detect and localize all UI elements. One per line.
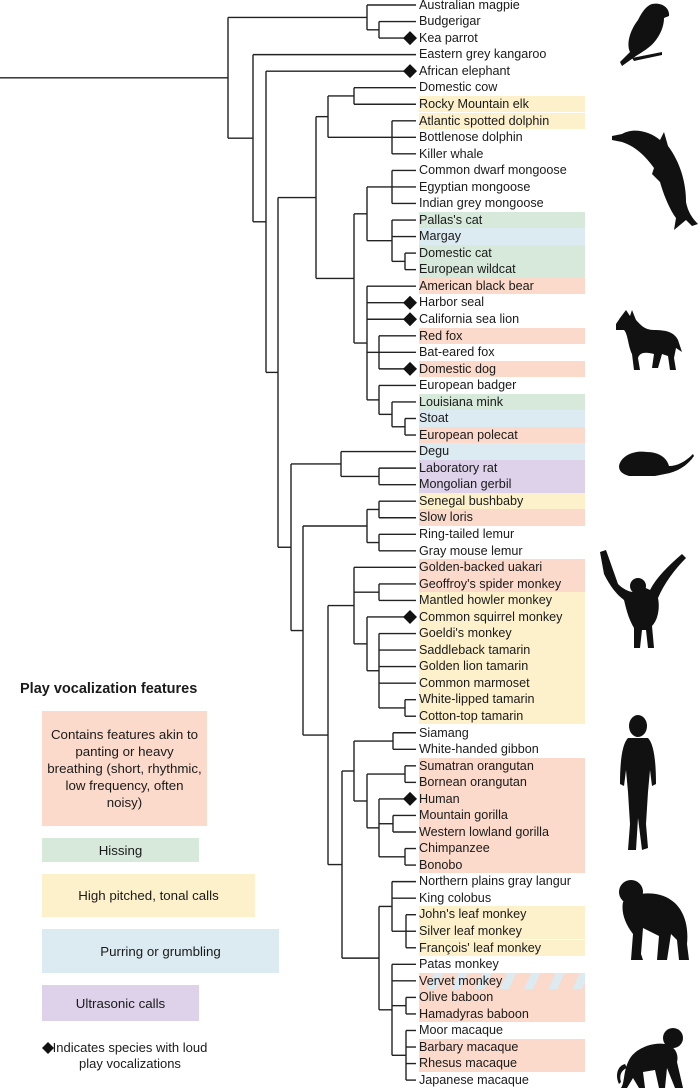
species-label: Rhesus macaque (419, 1055, 585, 1072)
human-silhouette-icon (620, 715, 656, 850)
legend-high-pitched: High pitched, tonal calls (42, 874, 255, 917)
species-label: Common squirrel monkey (419, 608, 585, 626)
species-label: Mantled howler monkey (419, 592, 585, 609)
species-label: Pallas's cat (419, 211, 585, 229)
species-label: Eastern grey kangaroo (419, 47, 547, 62)
species-label: Domestic cow (419, 80, 498, 95)
loud-vocalization-diamond-icon (403, 295, 417, 310)
species-label: Laboratory rat (419, 459, 585, 477)
loud-vocalization-diamond-icon (403, 609, 417, 624)
species-label: Killer whale (419, 146, 484, 161)
species-label: Harbor seal (419, 295, 485, 310)
species-label: François' leaf monkey (419, 939, 585, 957)
species-label: Bat-eared fox (419, 345, 495, 360)
species-label: American black bear (419, 277, 585, 295)
species-label: Patas monkey (419, 957, 499, 972)
species-label: Slow loris (419, 509, 585, 526)
dolphin-silhouette-icon (612, 130, 698, 230)
species-label: Goeldi's monkey (419, 625, 585, 642)
species-label: Western lowland gorilla (419, 823, 585, 841)
species-label: Cotton-top tamarin (419, 707, 585, 725)
species-label: White-lipped tamarin (419, 691, 585, 708)
legend-panting: Contains features akin to panting or hea… (42, 711, 207, 826)
species-label: Budgerigar (419, 14, 481, 29)
species-label: White-handed gibbon (419, 742, 539, 757)
species-label: Mountain gorilla (419, 807, 585, 824)
species-label: Saddleback tamarin (419, 641, 585, 659)
species-label: Bottlenose dolphin (419, 130, 523, 145)
species-label: Red fox (419, 327, 585, 345)
species-label: Indian grey mongoose (419, 196, 544, 211)
legend-purring: Purring or grumbling (42, 929, 279, 973)
legend-ultrasonic: Ultrasonic calls (42, 985, 199, 1021)
species-label: Common marmoset (419, 674, 585, 692)
species-label: Australian magpie (419, 0, 520, 12)
diamond-icon (42, 1042, 54, 1054)
species-label: Chimpanzee (419, 840, 585, 857)
species-label: Hamadyras baboon (419, 1005, 585, 1023)
species-label: Olive baboon (419, 989, 585, 1006)
rat-silhouette-icon (619, 451, 694, 476)
species-label: African elephant (419, 63, 511, 78)
species-label: Gray mouse lemur (419, 543, 523, 558)
loud-vocalization-diamond-icon (403, 312, 417, 327)
species-label: Stoat (419, 410, 585, 427)
legend-hissing: Hissing (42, 838, 199, 862)
species-label: Ring-tailed lemur (419, 527, 515, 542)
species-label: Human (419, 790, 585, 808)
species-label: Common dwarf mongoose (419, 163, 567, 178)
gibbon-silhouette-icon (600, 550, 686, 648)
species-label: Mongolian gerbil (419, 476, 585, 493)
parrot-silhouette-icon (620, 3, 670, 67)
species-label: Geoffroy's spider monkey (419, 575, 585, 593)
species-label: John's leaf monkey (419, 906, 585, 923)
loud-vocalization-diamond-icon (403, 31, 417, 46)
species-label: Kea parrot (419, 30, 478, 45)
loud-vocalization-diamond-icon (403, 64, 417, 79)
dog-silhouette-icon (616, 310, 682, 370)
species-label: Louisiana mink (419, 393, 585, 411)
legend-title: Play vocalization features (20, 681, 198, 697)
species-label: King colobus (419, 890, 492, 905)
species-label: Silver leaf monkey (419, 922, 585, 940)
species-label: Domestic dog (419, 360, 585, 378)
species-label: European badger (419, 378, 517, 393)
species-label: Atlantic spotted dolphin (419, 112, 585, 130)
species-label: European wildcat (419, 261, 585, 278)
chimpanzee-silhouette-icon (619, 880, 689, 960)
species-label: California sea lion (419, 312, 520, 326)
species-label: Degu (419, 443, 585, 460)
species-label: Rocky Mountain elk (419, 95, 585, 113)
species-label: Senegal bushbaby (419, 492, 585, 510)
species-label: Siamang (419, 725, 469, 740)
legend-diamond-note: Indicates species with loud play vocaliz… (52, 1040, 208, 1071)
monkey-silhouette-icon (617, 1028, 683, 1088)
species-label: Bornean orangutan (419, 774, 585, 791)
species-label: Moor macaque (419, 1023, 503, 1038)
loud-vocalization-diamond-icon (403, 361, 417, 376)
species-label: Barbary macaque (419, 1038, 585, 1056)
species-label: Golden-backed uakari (419, 559, 585, 576)
species-label: Golden lion tamarin (419, 658, 585, 675)
species-label: Egyptian mongoose (419, 179, 531, 194)
species-label: Vervet monkey (419, 972, 585, 990)
species-label: Sumatran orangutan (419, 757, 585, 775)
species-label: Domestic cat (419, 244, 585, 262)
species-label: Japanese macaque (419, 1072, 529, 1087)
species-label: Northern plains gray langur (419, 874, 571, 889)
loud-vocalization-diamond-icon (403, 791, 417, 806)
species-label: European polecat (419, 426, 585, 444)
species-label: Margay (419, 228, 585, 245)
species-label: Bonobo (419, 856, 585, 874)
